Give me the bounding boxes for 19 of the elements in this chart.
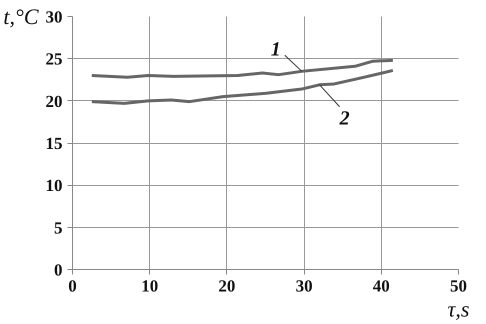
x-tick-label: 20 <box>218 276 236 296</box>
y-tick-label: 5 <box>54 218 62 238</box>
x-tick-label: 30 <box>296 276 313 296</box>
y-axis-title: t,°C <box>3 4 39 29</box>
x-tick-label: 0 <box>68 276 77 296</box>
x-tick-label: 50 <box>450 276 467 296</box>
x-tick-label: 10 <box>141 276 158 296</box>
x-tick-label: 40 <box>372 276 390 296</box>
line-series <box>90 68 394 105</box>
y-tick-label: 30 <box>46 8 62 26</box>
y-tick-label: 25 <box>46 50 62 69</box>
x-axis-title: τ,s <box>448 296 470 322</box>
y-tick-label: 10 <box>46 176 62 196</box>
y-tick-label: 15 <box>46 134 62 153</box>
y-tick-label: 20 <box>46 92 62 111</box>
y-tick-label: 0 <box>54 260 62 280</box>
series-label: 2 <box>338 108 350 130</box>
series-label: 1 <box>270 38 281 60</box>
line-series <box>90 58 394 79</box>
